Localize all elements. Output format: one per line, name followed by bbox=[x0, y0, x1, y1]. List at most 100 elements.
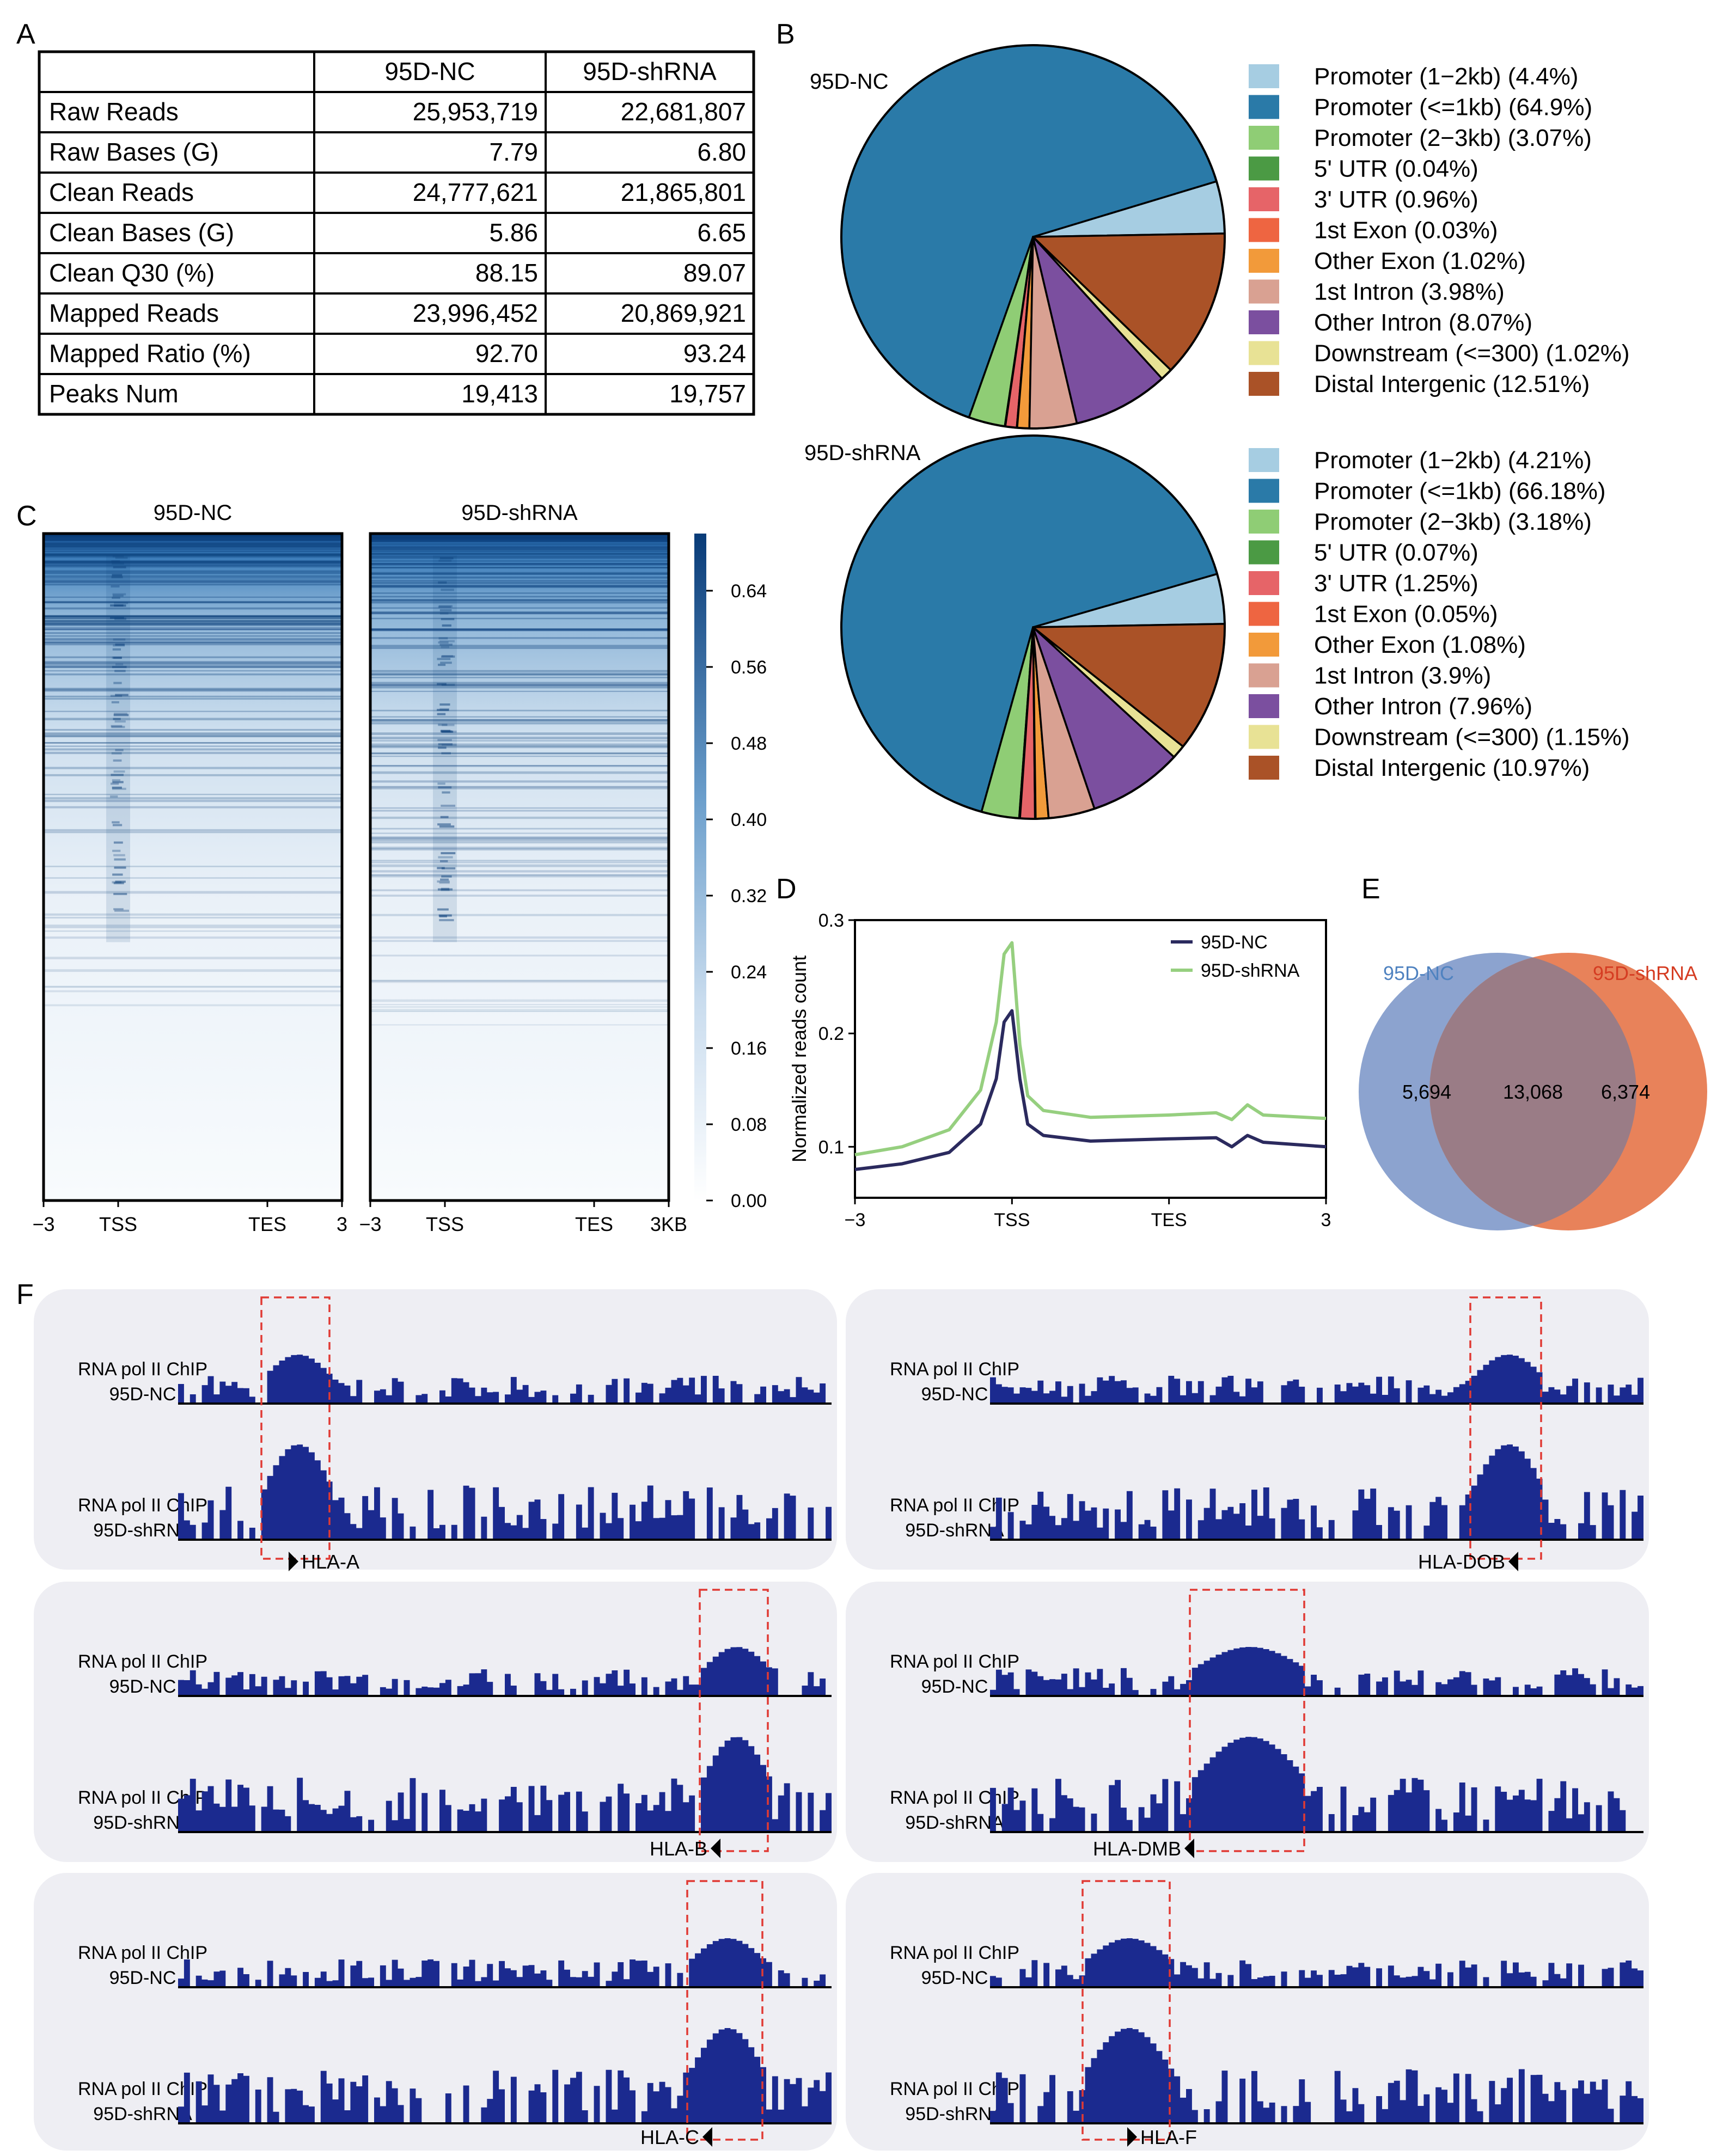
heatmap-streak bbox=[370, 807, 669, 809]
heatmap-streak bbox=[370, 1006, 669, 1008]
legend-entry: Distal Intergenic (10.97%) bbox=[1314, 755, 1590, 781]
heatmap-streak bbox=[370, 553, 669, 555]
heatmap-streak bbox=[370, 981, 669, 983]
heatmap-tss-mark bbox=[438, 641, 449, 644]
heatmap-streak bbox=[44, 641, 342, 644]
heatmap-streak bbox=[370, 556, 669, 559]
heatmap-streak bbox=[370, 686, 669, 689]
heatmap-streak bbox=[44, 538, 342, 541]
heatmap-tss-mark bbox=[113, 566, 126, 568]
heatmap-streak bbox=[370, 628, 669, 630]
gene-label: HLA-C bbox=[640, 2126, 699, 2148]
colorbar-tick-label: 0.40 bbox=[731, 810, 767, 830]
heatmap-streak bbox=[370, 716, 669, 718]
y-tick-label: 0.3 bbox=[818, 910, 844, 931]
heatmap-tss-mark bbox=[441, 804, 456, 807]
heatmap-streak bbox=[44, 601, 342, 603]
heatmap-streak bbox=[44, 564, 342, 566]
heatmap-streak bbox=[44, 536, 342, 539]
heatmap-tss-mark bbox=[437, 683, 447, 685]
heatmap-streak bbox=[370, 765, 669, 767]
heatmap-streak bbox=[370, 599, 669, 601]
highlight-box bbox=[686, 1880, 763, 2141]
heatmap-streak bbox=[370, 536, 669, 540]
heatmap-streak bbox=[370, 637, 669, 639]
legend-swatch bbox=[1249, 156, 1279, 181]
heatmap-tss-mark bbox=[114, 909, 130, 912]
heatmap: 95D-NC −3 TSS TES 3 95D-shRNA −3 TSS TES 3KB 0.64 0… bbox=[32, 501, 767, 1235]
signal-track bbox=[178, 2028, 832, 2123]
legend-entry: Promoter (1−2kb) (4.4%) bbox=[1314, 63, 1578, 90]
heatmap-streak bbox=[44, 673, 342, 676]
gene-label: HLA-B bbox=[650, 1837, 707, 1860]
heatmap-tss-mark bbox=[115, 749, 124, 751]
legend-entry: 3' UTR (1.25%) bbox=[1314, 570, 1478, 597]
track-label: RNA pol II ChIP bbox=[890, 1359, 1019, 1380]
heatmap-tss-mark bbox=[112, 787, 126, 790]
pie-outline bbox=[840, 434, 1226, 820]
x-tick-label: −3 bbox=[845, 1210, 866, 1230]
legend-swatch bbox=[1249, 694, 1279, 718]
heatmap-tss-mark bbox=[113, 770, 125, 773]
heatmap-streak bbox=[44, 767, 342, 769]
heatmap-streak bbox=[370, 628, 669, 632]
heatmap-streak bbox=[44, 546, 342, 548]
heatmap-streak bbox=[44, 596, 342, 598]
track-label: 95D-NC bbox=[109, 1968, 176, 1988]
heatmap-streak bbox=[370, 567, 669, 568]
heatmap-tss-mark bbox=[110, 795, 118, 798]
heatmap-tss-mark bbox=[437, 908, 449, 911]
heatmap-streak bbox=[370, 862, 669, 863]
heatmap-streak bbox=[370, 611, 669, 615]
pie-outline bbox=[840, 44, 1226, 430]
heatmap-streak bbox=[370, 732, 669, 735]
heatmap-tss-mark bbox=[113, 854, 125, 856]
heatmap-streak bbox=[44, 643, 342, 646]
heatmap-tss-mark bbox=[438, 559, 452, 562]
heatmap-streak bbox=[44, 560, 342, 562]
venn-label-a: 95D-NC bbox=[1383, 962, 1454, 984]
heatmap-tss-mark bbox=[439, 640, 455, 642]
heatmap-streak bbox=[370, 674, 669, 676]
heatmap-streak bbox=[44, 930, 342, 932]
y-axis-label: Normalized reads count bbox=[788, 955, 810, 1162]
panel-label-c: C bbox=[16, 500, 37, 532]
heatmap-streak bbox=[370, 538, 669, 540]
qc-table: 95D-NC 95D-shRNA Raw Reads 25,953,719 22,681… bbox=[38, 50, 755, 416]
heatmap-tss-mark bbox=[437, 708, 449, 711]
heatmap-streak bbox=[44, 555, 342, 558]
signal-track bbox=[178, 1737, 832, 1832]
heatmap-streak bbox=[44, 548, 342, 550]
heatmap-streak bbox=[370, 596, 669, 598]
highlight-box bbox=[1469, 1296, 1542, 1560]
heatmap-streak bbox=[44, 916, 342, 919]
track-label: 95D-shRNA bbox=[93, 2104, 192, 2124]
heatmap-streak bbox=[370, 709, 669, 712]
heatmap-tss-mark bbox=[112, 786, 122, 789]
track-label: RNA pol II ChIP bbox=[78, 1359, 207, 1380]
legend-entry: Promoter (<=1kb) (66.18%) bbox=[1314, 478, 1606, 505]
heatmap-frame bbox=[42, 532, 344, 1202]
heatmap-streak bbox=[370, 1010, 669, 1012]
heatmap-streak bbox=[44, 534, 342, 536]
heatmap-tss-mark bbox=[442, 743, 457, 746]
heatmap-streak bbox=[44, 618, 342, 620]
legend-swatch bbox=[1249, 479, 1279, 503]
heatmap-streak bbox=[44, 570, 342, 573]
heatmap-streak bbox=[370, 828, 669, 830]
heatmap-streak bbox=[44, 543, 342, 544]
heatmap-streak bbox=[370, 547, 669, 550]
table-cell-label: Clean Q30 (%) bbox=[49, 259, 215, 287]
heatmap-streak bbox=[44, 985, 342, 988]
legend-entry: 95D-shRNA bbox=[1201, 960, 1300, 981]
heatmap-streak bbox=[44, 573, 342, 574]
heatmap-title: 95D-NC bbox=[154, 501, 232, 525]
heatmap-tss-mark bbox=[111, 585, 120, 588]
heatmap-streak bbox=[370, 550, 669, 553]
heatmap-streak bbox=[44, 622, 342, 626]
heatmap-streak bbox=[370, 889, 669, 891]
heatmap-streak bbox=[44, 936, 342, 939]
heatmap-tss-mark bbox=[439, 881, 450, 884]
x-tick-label: TSS bbox=[994, 1210, 1030, 1230]
table-cell-value: 6.80 bbox=[697, 138, 746, 166]
